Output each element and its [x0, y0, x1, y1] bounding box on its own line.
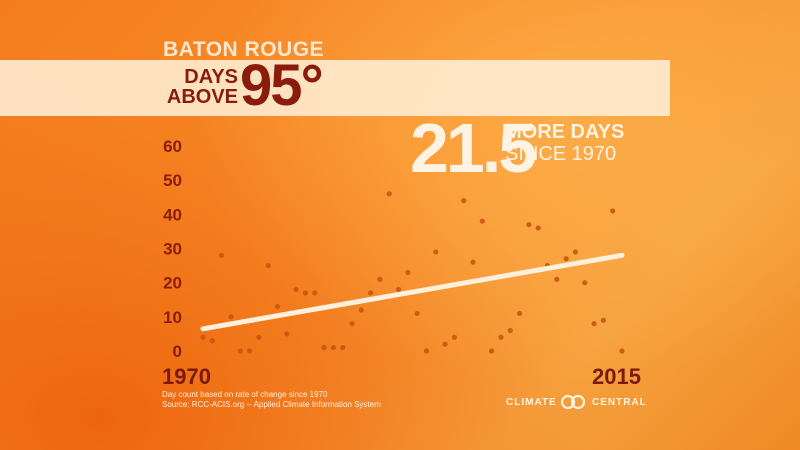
x-tick-label: 2015: [592, 364, 641, 389]
data-point: [554, 276, 560, 282]
callout-value: 21.5: [410, 109, 537, 187]
data-point: [368, 290, 374, 296]
data-point: [284, 331, 290, 337]
data-point: [451, 334, 457, 340]
data-point: [498, 334, 504, 340]
data-point: [312, 290, 318, 296]
data-point: [461, 198, 467, 204]
footnote-method: Day count based on rate of change since …: [162, 390, 328, 399]
data-point: [237, 348, 243, 354]
data-point: [507, 327, 513, 334]
y-tick-label: 40: [163, 205, 182, 224]
data-point: [321, 344, 327, 351]
data-point: [386, 191, 392, 197]
y-tick-label: 60: [163, 137, 182, 156]
logo-word-central: CENTRAL: [592, 397, 647, 408]
data-point: [526, 221, 532, 228]
data-point: [265, 262, 271, 269]
x-tick-label: 1970: [162, 364, 211, 389]
y-tick-label: 20: [163, 274, 182, 293]
data-point: [433, 249, 439, 255]
data-point: [200, 334, 206, 340]
data-point: [600, 317, 606, 323]
data-point: [489, 348, 495, 354]
city-name: BATON ROUGE: [163, 38, 325, 61]
data-point: [358, 307, 364, 313]
title-line-days: DAYS: [184, 66, 238, 88]
footnote: Day count based on rate of change since …: [162, 390, 482, 410]
data-point: [340, 344, 346, 351]
data-point: [414, 310, 420, 317]
data-point: [405, 269, 411, 276]
data-point: [219, 252, 225, 258]
data-point: [274, 303, 281, 310]
data-point: [470, 259, 476, 265]
footnote-source: Source: RCC-ACIS.org -- Applied Climate …: [162, 400, 381, 409]
data-point: [610, 208, 616, 214]
data-point: [330, 344, 336, 351]
data-point: [582, 280, 588, 286]
y-tick-label: 10: [163, 308, 182, 327]
title-line-above: ABOVE: [166, 86, 238, 108]
logo-rings-icon: [560, 394, 586, 410]
logo-word-climate: CLIMATE: [506, 397, 557, 408]
data-point: [619, 348, 625, 354]
y-tick-label: 50: [163, 171, 182, 190]
data-point: [516, 310, 523, 317]
data-point: [228, 314, 234, 320]
data-point: [246, 348, 253, 354]
data-point: [293, 286, 299, 293]
data-point: [535, 225, 541, 231]
callout-line-more-days: MORE DAYS: [505, 121, 625, 143]
y-tick-label: 0: [173, 342, 182, 361]
data-point: [256, 334, 262, 340]
temperature-threshold: 95°: [240, 53, 324, 118]
y-tick-label: 30: [163, 240, 182, 259]
trend-line: [200, 252, 625, 332]
data-point: [563, 256, 569, 262]
title-banner: [0, 60, 670, 116]
data-point: [591, 321, 597, 327]
data-point: [479, 218, 485, 224]
data-point: [395, 286, 402, 293]
climate-central-logo: CLIMATE CENTRAL: [506, 394, 646, 412]
data-point: [572, 249, 579, 255]
data-point: [349, 321, 355, 327]
callout-line-since: SINCE 1970: [505, 143, 617, 165]
data-point: [209, 338, 215, 344]
title-label: DAYS ABOVE: [150, 67, 238, 107]
data-point: [377, 276, 383, 282]
data-point: [302, 290, 309, 296]
data-point: [423, 348, 430, 354]
data-point: [442, 341, 448, 347]
